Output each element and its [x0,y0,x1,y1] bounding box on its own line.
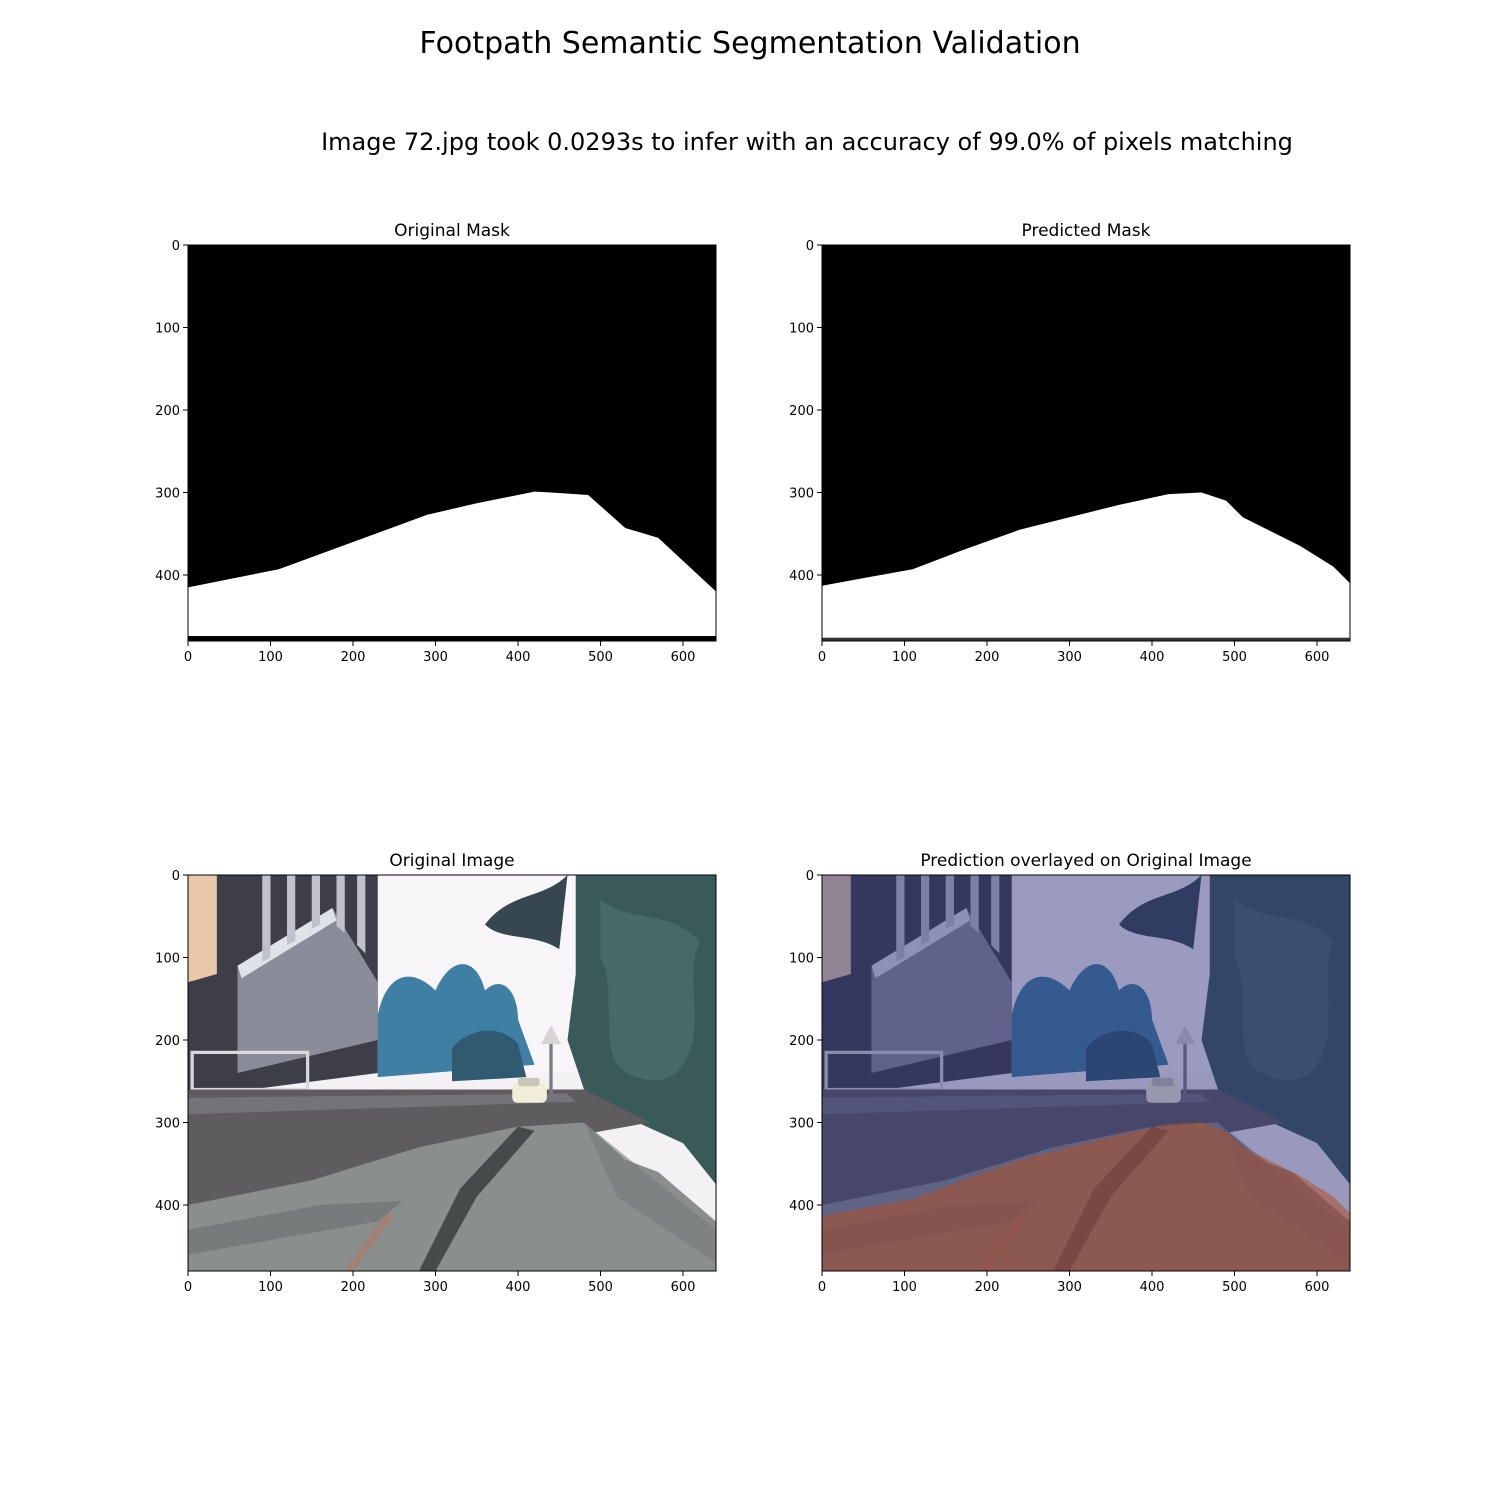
panel-original-mask [188,245,716,641]
x-tick-label: 100 [258,1280,283,1295]
x-tick-label: 100 [258,650,283,665]
panel-title-original-mask: Original Mask [394,221,510,241]
y-tick-label: 400 [789,1199,814,1214]
x-tick-label: 300 [423,1280,448,1295]
x-tick-label: 200 [975,1280,1000,1295]
x-tick-label: 0 [818,650,826,665]
y-tick-label: 300 [155,1117,180,1132]
panel-title-predicted-mask: Predicted Mask [1022,221,1151,241]
overlay-footpath-tint [822,1122,1350,1271]
axes-overlay-image: 0 100 200 300 400 500 600 0 100 200 300 400 [789,869,1351,1295]
y-tick-label: 0 [172,239,180,254]
y-tick-label: 100 [789,952,814,967]
panel-predicted-mask [822,245,1350,641]
y-tick-label: 200 [155,404,180,419]
panel-original-image [186,873,718,1273]
y-tick-label: 400 [155,1199,180,1214]
axes-original-image: 0 100 200 300 400 500 600 0 100 200 300 400 [155,869,717,1295]
figure-suptitle: Footpath Semantic Segmentation Validatio… [419,26,1080,61]
predicted-mask-footpath [822,492,1350,641]
x-tick-label: 200 [975,650,1000,665]
y-tick-label: 200 [155,1034,180,1049]
x-tick-label: 500 [1222,1280,1247,1295]
y-tick-label: 300 [789,1117,814,1132]
y-tick-label: 0 [806,869,814,884]
x-tick-label: 200 [341,1280,366,1295]
axes-frame [821,874,1351,1272]
x-tick-label: 600 [1305,650,1330,665]
x-tick-label: 500 [1222,650,1247,665]
y-tick-label: 0 [172,869,180,884]
y-tick-label: 100 [155,322,180,337]
x-tick-label: 300 [1057,1280,1082,1295]
axes-frame [821,244,1351,642]
x-tick-label: 100 [892,1280,917,1295]
y-tick-label: 400 [155,569,180,584]
x-tick-label: 100 [892,650,917,665]
y-tick-label: 100 [789,322,814,337]
x-tick-label: 500 [588,650,613,665]
y-tick-label: 400 [789,569,814,584]
x-tick-label: 200 [341,650,366,665]
y-tick-label: 300 [789,487,814,502]
x-tick-label: 400 [506,1280,531,1295]
axes-frame [187,244,717,642]
x-tick-label: 600 [671,1280,696,1295]
y-tick-label: 100 [155,952,180,967]
original-mask-footpath [188,491,716,641]
y-tick-label: 200 [789,1034,814,1049]
x-tick-label: 400 [1140,650,1165,665]
panel-overlay-image [820,873,1352,1273]
panel-title-overlay: Prediction overlayed on Original Image [920,851,1251,871]
panel-title-original-image: Original Image [389,851,514,871]
axes-frame [187,874,717,1272]
x-tick-label: 0 [184,1280,192,1295]
x-tick-label: 400 [1140,1280,1165,1295]
figure-subtitle: Image 72.jpg took 0.0293s to infer with … [321,128,1293,156]
x-tick-label: 400 [506,650,531,665]
y-tick-label: 300 [155,487,180,502]
y-tick-label: 200 [789,404,814,419]
x-tick-label: 600 [671,650,696,665]
x-tick-label: 300 [423,650,448,665]
x-tick-label: 0 [818,1280,826,1295]
x-tick-label: 300 [1057,650,1082,665]
x-tick-label: 500 [588,1280,613,1295]
axes-original-mask: 0 100 200 300 400 500 600 0 100 200 300 400 [155,239,717,665]
axes-predicted-mask: 0 100 200 300 400 500 600 0 100 200 300 400 [789,239,1351,665]
x-tick-label: 600 [1305,1280,1330,1295]
y-tick-label: 0 [806,239,814,254]
x-tick-label: 0 [184,650,192,665]
